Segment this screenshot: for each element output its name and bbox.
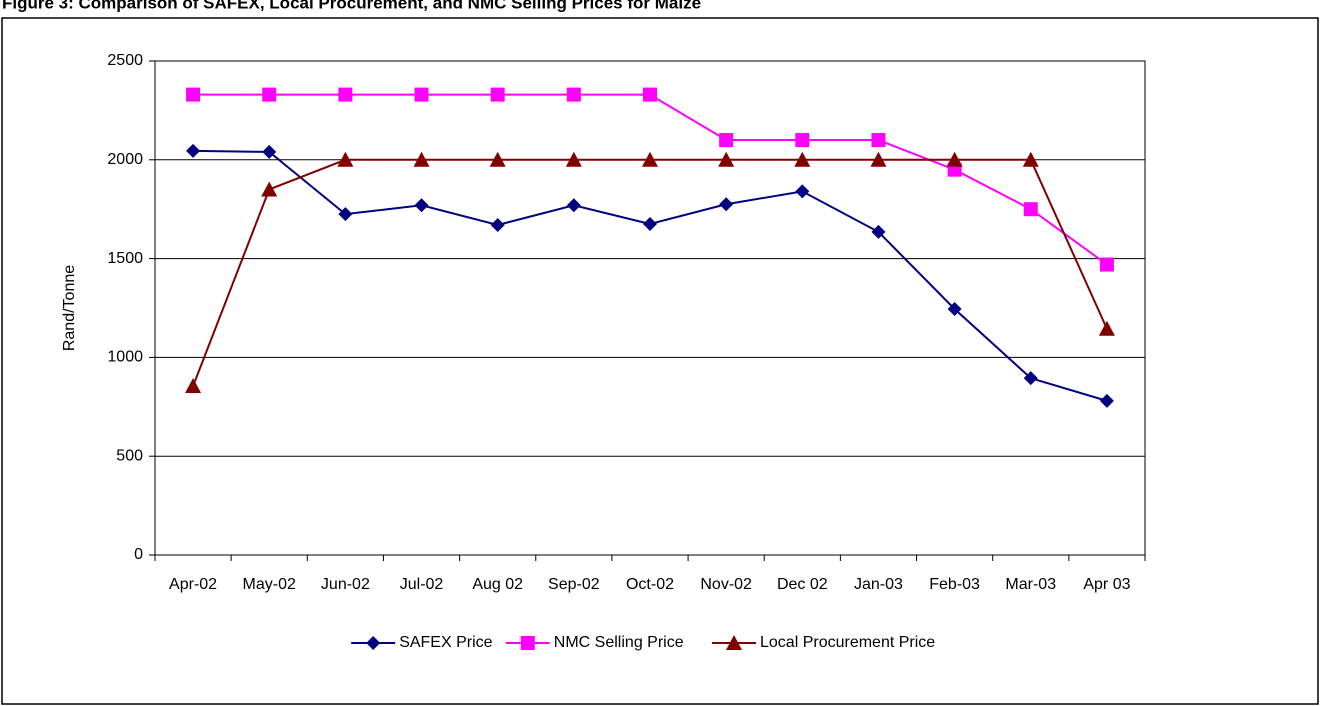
data-point bbox=[490, 87, 505, 102]
x-tick-label: Jul-02 bbox=[400, 576, 444, 593]
x-tick-label: May-02 bbox=[243, 576, 296, 593]
plot-area bbox=[154, 60, 1146, 556]
x-tick-label: Feb-03 bbox=[929, 576, 980, 593]
data-point bbox=[642, 151, 658, 167]
data-point bbox=[413, 151, 430, 167]
data-point bbox=[338, 87, 353, 102]
chart-frame bbox=[1, 17, 1319, 705]
x-tick-label: Sep-02 bbox=[548, 576, 600, 593]
data-point bbox=[643, 217, 657, 232]
x-tick-label: Apr-02 bbox=[169, 576, 217, 593]
data-point bbox=[566, 87, 581, 102]
x-tick-label: Aug 02 bbox=[472, 576, 523, 593]
data-point bbox=[185, 378, 202, 394]
data-point bbox=[186, 87, 201, 102]
y-tick-label: 500 bbox=[116, 447, 143, 464]
data-point bbox=[1099, 393, 1114, 408]
data-point bbox=[795, 184, 810, 199]
data-point bbox=[566, 198, 581, 213]
legend-label: Local Procurement Price bbox=[760, 634, 935, 651]
data-point bbox=[870, 151, 887, 167]
x-tick-label: Nov-02 bbox=[700, 576, 752, 593]
legend-marker bbox=[726, 635, 742, 650]
data-point bbox=[414, 198, 429, 213]
data-point bbox=[186, 143, 201, 158]
data-point bbox=[871, 133, 886, 148]
data-point bbox=[795, 133, 810, 148]
legend-label: NMC Selling Price bbox=[554, 634, 684, 651]
data-point bbox=[337, 151, 354, 167]
x-tick-label: Dec 02 bbox=[777, 576, 828, 593]
y-tick-label: 0 bbox=[134, 546, 143, 563]
x-tick-label: Jun-02 bbox=[321, 576, 370, 593]
data-point bbox=[794, 151, 811, 167]
data-point bbox=[718, 151, 735, 167]
data-point bbox=[338, 207, 353, 222]
series-line bbox=[193, 149, 1108, 402]
x-tick-label: Apr 03 bbox=[1083, 576, 1130, 593]
data-point bbox=[1023, 202, 1038, 217]
x-tick-label: Jan-03 bbox=[854, 576, 903, 593]
y-tick-label: 2500 bbox=[107, 52, 143, 69]
data-point bbox=[1022, 151, 1039, 167]
legend-label: SAFEX Price bbox=[399, 634, 492, 651]
data-point bbox=[414, 87, 429, 102]
data-point bbox=[719, 133, 734, 148]
legend-marker bbox=[520, 636, 535, 650]
y-tick-label: 1500 bbox=[107, 250, 143, 267]
data-point bbox=[1098, 320, 1115, 336]
data-point bbox=[262, 87, 277, 102]
data-point bbox=[871, 224, 886, 239]
legend-marker bbox=[366, 636, 381, 650]
x-tick-label: Mar-03 bbox=[1005, 576, 1056, 593]
data-point bbox=[719, 197, 734, 212]
data-point bbox=[1099, 257, 1114, 272]
data-point bbox=[261, 181, 278, 197]
data-point bbox=[490, 218, 505, 233]
data-point bbox=[489, 151, 506, 167]
series-line bbox=[192, 158, 1108, 387]
series-line bbox=[193, 93, 1108, 266]
data-point bbox=[643, 87, 657, 102]
data-point bbox=[565, 151, 582, 167]
y-tick-label: 1000 bbox=[107, 349, 143, 366]
data-point bbox=[947, 301, 962, 316]
y-tick-label: 2000 bbox=[107, 151, 143, 168]
data-point bbox=[1023, 371, 1038, 386]
x-tick-label: Oct-02 bbox=[626, 576, 674, 593]
chart-title: Figure 3: Comparison of SAFEX, Local Pro… bbox=[2, 0, 701, 12]
y-axis-label: Rand/Tonne bbox=[61, 265, 78, 351]
data-point bbox=[946, 151, 963, 167]
data-point bbox=[262, 144, 277, 159]
